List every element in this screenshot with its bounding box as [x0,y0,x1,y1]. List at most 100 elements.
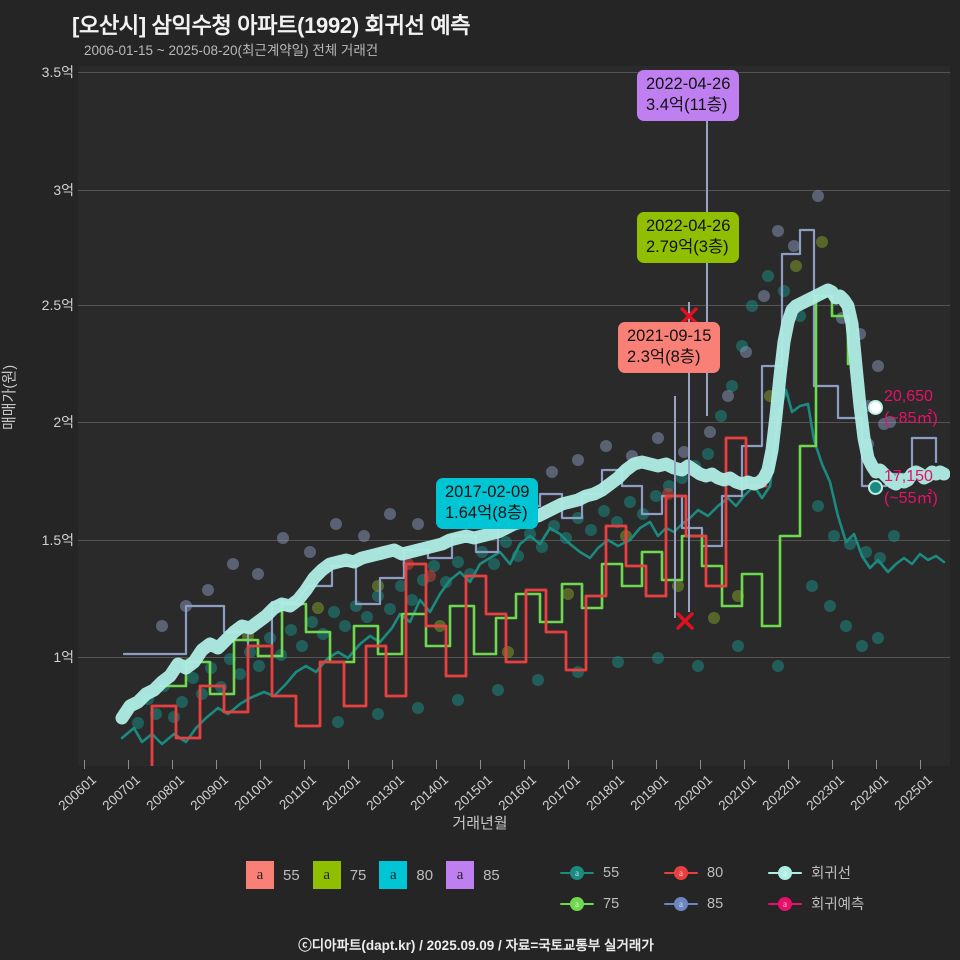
prediction-dot-85 [868,400,883,415]
x-tick-label: 200701 [99,772,144,814]
legend-row: a 55 a 80 a 회귀선 [560,857,908,888]
legend-swatch-75[interactable]: a [312,861,341,889]
x-tick-mark [436,760,437,769]
x-tick-mark [788,760,789,769]
x-tick-mark [216,760,217,769]
x-tick-mark [876,760,877,769]
x-tick-label: 202101 [715,772,760,814]
x-tick-mark [260,760,261,769]
x-marker-group [676,307,698,630]
page-subtitle: 2006-01-15 ~ 2025-08-20(최근계약일) 전체 거래건 [84,43,379,58]
x-tick-mark [524,760,525,769]
annotation-callout-1: 2022-04-26 3.4억(11층) [637,70,740,122]
page-title: [오산시] 삼익수청 아파트(1992) 회귀선 예측 [72,13,471,38]
legend-item-label: 55 [603,864,620,881]
legend-item-label: 회귀선 [811,866,852,882]
annotation-value: 3.4억(11층) [646,96,728,115]
x-tick-label: 202001 [671,772,716,814]
legend-marker-icon: a [768,865,802,880]
x-axis-title: 거래년월 [452,815,508,832]
legend-marker-icon: a [664,865,698,880]
line-series-55 [120,388,946,746]
legend-marker-icon: a [560,865,594,880]
legend-item-label: 85 [707,895,724,912]
annotation-date: 2022-04-26 [646,217,731,235]
y-tick-label: 1억 [53,649,74,665]
callout-leader [688,302,690,612]
legend-swatch-55[interactable]: a [246,861,274,889]
x-tick-label: 202501 [891,772,936,814]
gridline [78,72,950,73]
series-canvas [115,190,950,766]
annotation-value: 1.64억(8층) [445,504,528,523]
x-tick-label: 201601 [495,772,540,814]
regression-line [115,283,950,725]
end-label-value: 17,150 [884,468,933,485]
legend-swatch-group: a 55 a 75 a 80 a 85 [246,861,513,889]
x-tick-mark [480,760,481,769]
legend-item-80[interactable]: a 80 [664,865,768,881]
x-tick-label: 200601 [55,772,100,814]
x-tick-mark [920,760,921,769]
legend-swatch-85[interactable]: a [446,861,475,889]
legend-marker-icon: a [560,896,594,911]
y-tick-label: 2억 [53,414,74,430]
annotation-date: 2022-04-26 [646,75,731,93]
legend-swatch-label: 85 [483,866,500,884]
callout-leader [674,396,676,618]
legend-item-85[interactable]: a 85 [664,896,768,912]
x-tick-label: 201401 [407,772,452,814]
y-tick-label: 2.5억 [41,297,74,313]
legend-line-group: a 55 a 80 a 회귀선 a 75 a 85 a 회귀예측 [560,857,908,919]
legend-item-75[interactable]: a 75 [560,896,664,912]
plot-area [78,66,950,766]
legend-swatch-label: 55 [283,866,300,884]
x-tick-label: 201701 [539,772,584,814]
legend-row: a 75 a 85 a 회귀예측 [560,888,908,919]
x-tick-mark [128,760,129,769]
gridline [78,190,950,191]
x-axis: 200601 200701 200801 200901 201001 201101 2012… [56,760,950,813]
annotation-callout-4: 2017-02-09 1.64억(8층) [436,478,539,530]
x-tick-label: 201901 [627,772,672,814]
end-label-area: (~55㎡) [884,489,938,507]
legend-item-label: 회귀예측 [811,897,865,913]
legend-item-회귀선[interactable]: a 회귀선 [768,862,908,883]
x-tick-mark [392,760,393,769]
legend-item-label: 80 [707,864,724,881]
x-tick-mark [84,760,85,769]
x-tick-label: 201201 [319,772,364,814]
x-tick-label: 201801 [583,772,628,814]
y-axis-title: 매매가(원) [1,364,18,430]
x-tick-mark [744,760,745,769]
annotation-callout-2: 2022-04-26 2.79억(3층) [637,212,740,264]
gridline [78,540,950,541]
x-tick-mark [700,760,701,769]
legend-item-회귀예측[interactable]: a 회귀예측 [768,893,908,914]
y-tick-label: 3.5억 [41,64,74,80]
x-tick-mark [832,760,833,769]
footer: ⓒ디아파트(dapt.kr) / 2025.09.09 / 자료=국토교통부 실… [0,934,960,954]
y-tick-label: 1.5억 [41,532,74,548]
end-label-area: (~85㎡) [884,409,938,427]
annotation-date: 2021-09-15 [627,327,712,345]
prediction-dot-55 [868,480,883,495]
annotation-value: 2.3억(8층) [627,348,701,367]
x-tick-mark [656,760,657,769]
legend-item-55[interactable]: a 55 [560,865,664,881]
legend: a 55 a 75 a 80 a 85 a 55 a 80 a 회귀선 a 75 a 85 a 회귀예측 [0,855,960,930]
x-tick-label: 201501 [451,772,496,814]
end-label-85: 20,650 (~85㎡) [884,386,938,429]
annotation-value: 2.79억(3층) [646,238,729,257]
x-tick-mark [612,760,613,769]
line-series-80 [150,436,768,766]
gridline [78,657,950,658]
x-tick-mark [304,760,305,769]
x-tick-mark [172,760,173,769]
legend-swatch-label: 75 [349,866,367,884]
x-tick-label: 202201 [759,772,804,814]
legend-marker-icon: a [664,896,698,911]
legend-swatch-80[interactable]: a [379,861,408,889]
annotation-date: 2017-02-09 [445,483,530,501]
